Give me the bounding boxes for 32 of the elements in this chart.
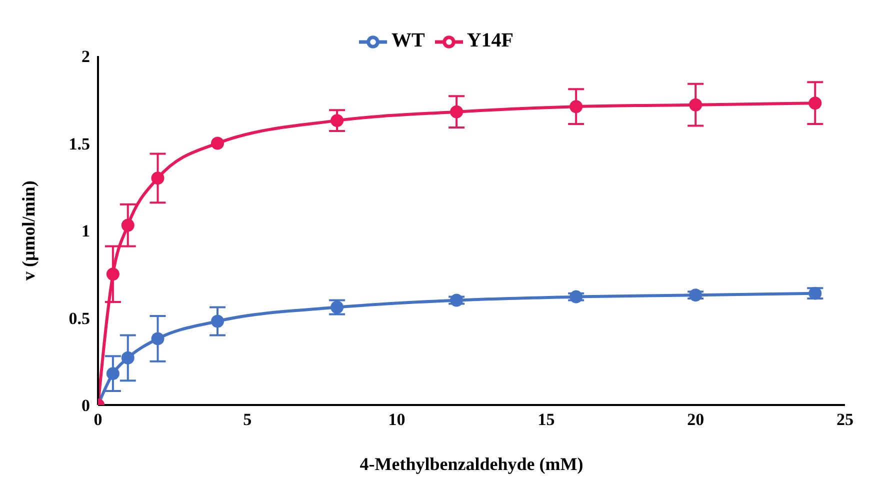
point (106, 268, 120, 281)
legend-label: WT (391, 30, 425, 52)
y-tick-label: 0 (82, 396, 90, 416)
point (689, 98, 702, 112)
point (570, 100, 583, 114)
point (211, 314, 224, 328)
x-tick-label: 15 (538, 410, 555, 430)
point (106, 367, 120, 380)
x-tick-label: 5 (243, 410, 252, 430)
x-tick-label: 0 (94, 410, 102, 430)
point (450, 105, 464, 118)
point (151, 172, 164, 185)
point (808, 96, 822, 110)
y-tick-label: 0.5 (68, 308, 90, 328)
y-tick-label: 1.5 (68, 134, 90, 154)
y-axis-title: v (µmol/min) (18, 180, 38, 280)
x-tick-label: 20 (687, 410, 704, 430)
point (808, 286, 822, 300)
point (211, 136, 224, 150)
point (151, 332, 164, 346)
x-tick-label: 10 (388, 410, 406, 430)
point (570, 290, 583, 304)
point (689, 288, 702, 302)
point (330, 114, 344, 128)
y-tick-label: 2 (82, 47, 90, 66)
legend-label: Y14F (466, 30, 514, 52)
point (121, 218, 134, 232)
x-tick-label: 25 (836, 410, 854, 430)
y-tick-label: 1 (82, 222, 90, 241)
point (121, 351, 134, 364)
x-axis-title: 4-Methylbenzaldehyde (mM) (360, 454, 584, 474)
point (450, 294, 464, 307)
